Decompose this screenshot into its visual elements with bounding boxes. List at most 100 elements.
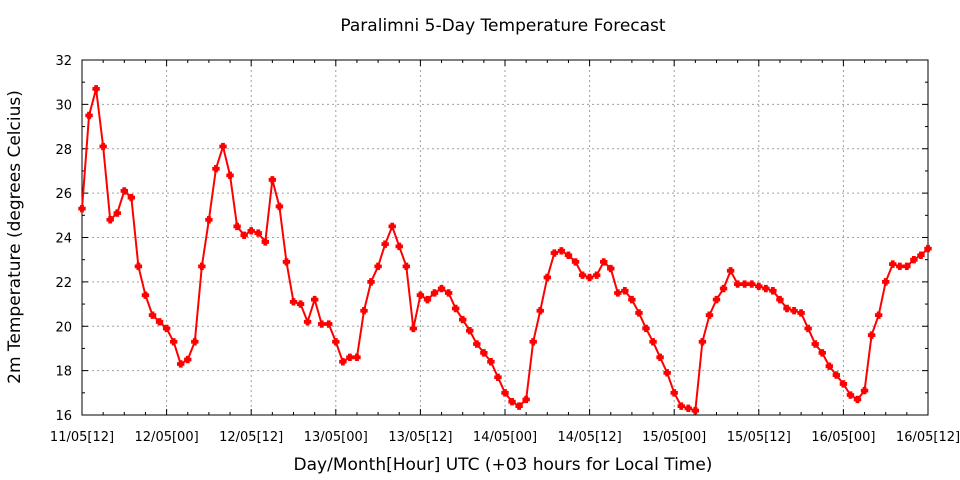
temperature-data-point	[310, 295, 319, 304]
temperature-data-point	[451, 304, 460, 313]
temperature-data-point	[508, 397, 516, 406]
temperature-data-point	[804, 324, 812, 333]
axis-ticks	[81, 59, 929, 416]
temperature-data-point	[99, 142, 107, 151]
temperature-data-point	[846, 391, 855, 399]
chart-title: Paralimni 5-Day Temperature Forecast	[340, 16, 666, 36]
temperature-data-point	[444, 289, 453, 297]
temperature-data-point	[148, 311, 157, 319]
temperature-series-line	[81, 88, 929, 412]
temperature-data-point	[381, 240, 389, 248]
temperature-data-point	[628, 295, 636, 304]
temperature-data-point	[585, 273, 594, 282]
temperature-data-point	[550, 249, 559, 257]
temperature-data-point	[303, 318, 312, 326]
y-axis-tick-labels: 16 18 20 22 24 26 28 30 32	[55, 54, 72, 424]
temperature-data-point	[459, 315, 467, 324]
temperature-data-point	[395, 242, 403, 251]
temperature-data-point	[600, 258, 608, 266]
temperature-data-point	[85, 111, 93, 120]
temperature-data-point	[529, 338, 537, 346]
temperature-data-point	[332, 338, 340, 346]
temperature-data-point	[571, 258, 580, 266]
temperature-data-point	[642, 324, 650, 333]
temperature-data-point	[592, 271, 601, 279]
temperature-data-point	[903, 262, 911, 271]
temperature-data-point	[726, 267, 735, 275]
temperature-data-point	[141, 291, 150, 299]
temperature-data-point	[416, 291, 425, 299]
temperature-data-point	[113, 209, 121, 217]
temperature-data-point	[430, 289, 439, 297]
temperature-data-point	[874, 311, 883, 319]
y-tick-label: 18	[55, 365, 72, 380]
temperature-data-point	[212, 165, 220, 173]
temperature-data-point	[924, 244, 932, 253]
temperature-data-point	[719, 284, 728, 293]
temperature-data-point	[691, 406, 700, 415]
x-tick-label: 16/05[00]	[811, 430, 875, 445]
temperature-data-point	[790, 307, 798, 315]
temperature-data-point	[177, 360, 185, 368]
x-tick-label: 15/05[12]	[727, 430, 791, 445]
temperature-data-point	[169, 338, 178, 346]
x-axis-label: Day/Month[Hour] UTC (+03 hours for Local…	[294, 455, 713, 475]
y-tick-label: 32	[55, 54, 72, 69]
temperature-data-point	[339, 358, 347, 366]
x-tick-label: 14/05[00]	[473, 430, 537, 445]
temperature-data-point	[832, 371, 841, 379]
y-tick-label: 20	[55, 320, 72, 335]
temperature-data-point	[233, 222, 241, 231]
temperature-data-point	[402, 262, 410, 271]
temperature-data-point	[698, 338, 707, 346]
temperature-data-point	[755, 282, 763, 291]
temperature-data-point	[127, 193, 136, 202]
temperature-data-point	[219, 142, 227, 151]
temperature-data-point	[487, 358, 495, 366]
temperature-data-point	[473, 340, 481, 348]
x-tick-label: 16/05[12]	[896, 430, 960, 445]
temperature-data-point	[705, 311, 714, 319]
temperature-data-point	[106, 216, 114, 224]
temperature-data-point	[155, 318, 164, 326]
temperature-data-point	[712, 295, 721, 304]
temperature-data-point	[261, 238, 269, 246]
temperature-data-point	[134, 262, 143, 271]
x-tick-label: 13/05[00]	[304, 430, 368, 445]
temperature-data-point	[860, 386, 869, 395]
temperature-data-point	[226, 171, 234, 180]
temperature-data-point	[656, 353, 664, 362]
temperature-data-point	[423, 295, 432, 304]
temperature-data-point	[649, 338, 657, 346]
temperature-data-point	[198, 262, 206, 271]
temperature-data-point	[776, 295, 784, 304]
temperature-data-point	[825, 362, 833, 370]
y-tick-label: 26	[55, 187, 72, 202]
temperature-data-point	[797, 309, 805, 317]
temperature-data-point	[748, 280, 756, 288]
x-axis-tick-labels: 11/05[12] 12/05[00] 12/05[12] 13/05[00] 13/0…	[50, 430, 960, 445]
temperature-data-point	[839, 380, 848, 388]
temperature-data-point	[162, 324, 171, 333]
temperature-data-point	[268, 176, 277, 184]
temperature-data-point	[254, 229, 262, 237]
temperature-data-point	[240, 231, 248, 239]
series-layer	[78, 85, 932, 415]
x-tick-label: 13/05[12]	[388, 430, 452, 445]
temperature-data-point	[480, 349, 488, 357]
temperature-data-point	[247, 227, 255, 235]
temperature-data-point	[346, 353, 354, 362]
temperature-data-point	[733, 280, 742, 288]
temperature-data-point	[635, 309, 643, 317]
temperature-data-point	[184, 355, 192, 364]
temperature-data-point	[466, 326, 474, 335]
temperature-data-point	[889, 260, 897, 268]
temperature-data-point	[670, 389, 678, 397]
temperature-data-point	[367, 278, 375, 286]
temperature-data-point	[318, 320, 326, 328]
temperature-data-point	[811, 340, 819, 348]
temperature-data-point	[818, 349, 826, 357]
y-tick-label: 30	[55, 98, 72, 113]
